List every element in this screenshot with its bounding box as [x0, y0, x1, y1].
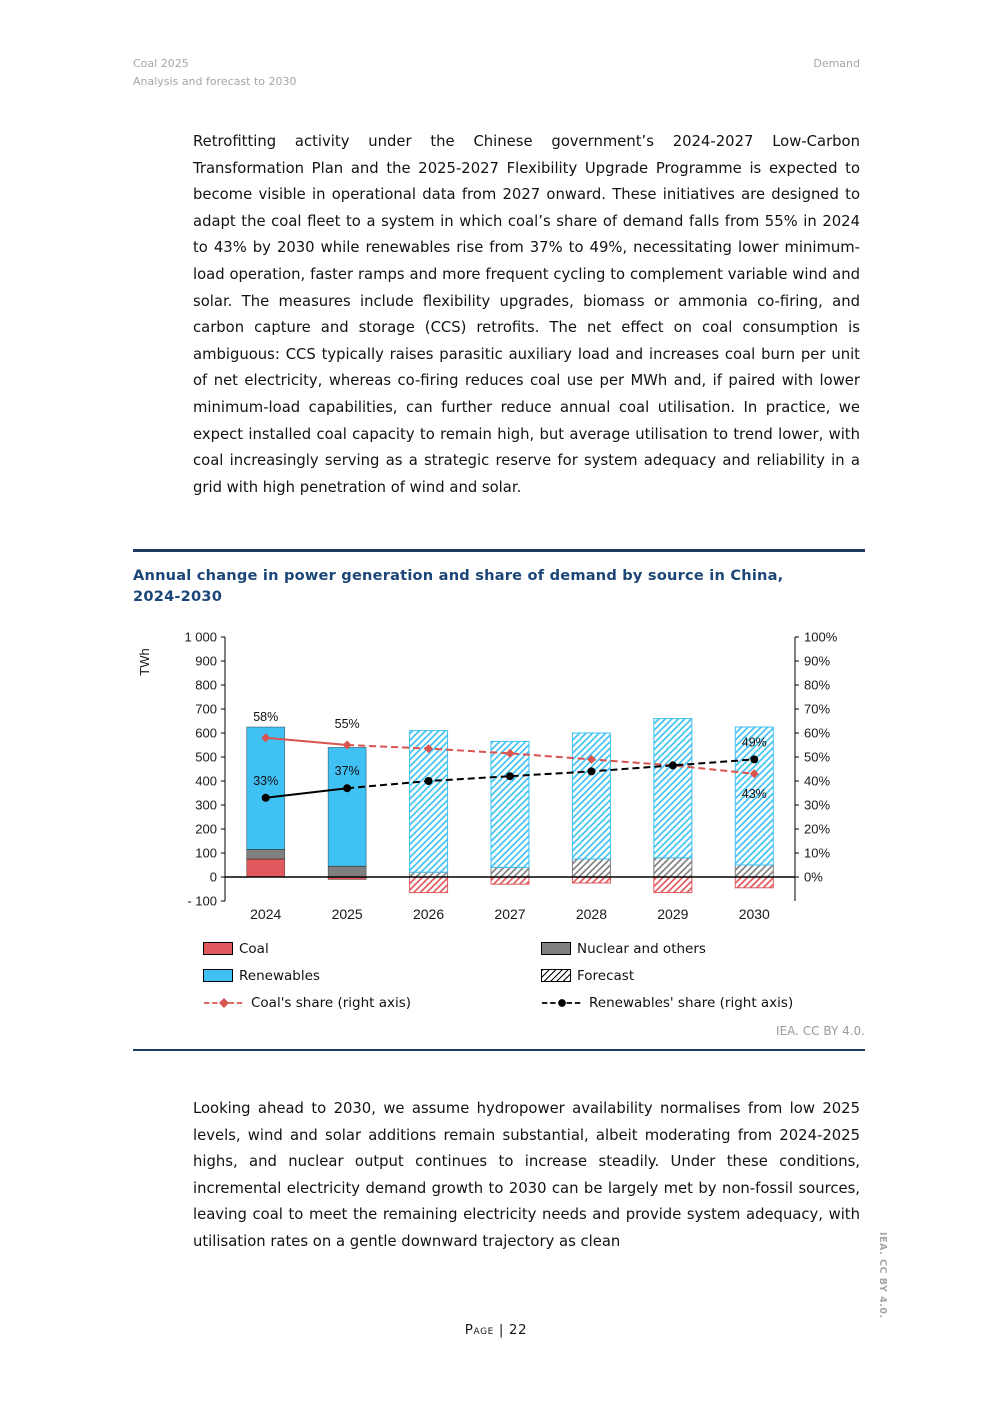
svg-text:900: 900 [195, 653, 217, 668]
svg-text:100: 100 [195, 845, 217, 860]
figure-block: Annual change in power generation and sh… [133, 549, 865, 1051]
svg-text:43%: 43% [742, 786, 767, 800]
svg-text:20%: 20% [804, 821, 830, 836]
legend-item-renewables-share: Renewables' share (right axis) [541, 995, 865, 1011]
legend-item-forecast: Forecast [541, 968, 865, 984]
legend-label-coal: Coal [239, 940, 269, 957]
svg-text:2028: 2028 [576, 906, 607, 922]
legend-item-coal: Coal [203, 941, 541, 957]
svg-text:2025: 2025 [332, 906, 363, 922]
svg-text:2030: 2030 [739, 906, 770, 922]
chapter-label: Demand [813, 57, 860, 70]
svg-text:37%: 37% [335, 764, 360, 778]
svg-text:0: 0 [210, 869, 217, 884]
svg-text:55%: 55% [335, 717, 360, 731]
svg-text:100%: 100% [804, 629, 838, 644]
figure-credit: IEA. CC BY 4.0. [776, 1023, 865, 1038]
svg-text:- 100: - 100 [187, 893, 217, 908]
svg-text:80%: 80% [804, 677, 830, 692]
header-left: Coal 2025 Analysis and forecast to 2030 [133, 55, 297, 91]
svg-text:2029: 2029 [657, 906, 688, 922]
svg-text:2026: 2026 [413, 906, 444, 922]
legend-item-nuclear: Nuclear and others [541, 941, 865, 957]
figure-title-line1: Annual change in power generation and sh… [133, 566, 784, 584]
svg-text:300: 300 [195, 797, 217, 812]
paragraph-outlook: Looking ahead to 2030, we assume hydropo… [193, 1100, 860, 1250]
svg-text:800: 800 [195, 677, 217, 692]
svg-text:58%: 58% [253, 709, 278, 723]
legend-label-forecast: Forecast [577, 967, 635, 984]
svg-text:40%: 40% [804, 773, 830, 788]
figure-bottom-rule [133, 1048, 865, 1051]
nuclear-swatch [541, 942, 571, 955]
svg-text:2024: 2024 [250, 906, 281, 922]
svg-text:500: 500 [195, 749, 217, 764]
legend-label-renewables: Renewables [239, 967, 320, 984]
svg-text:10%: 10% [804, 845, 830, 860]
legend-label-coal-share: Coal's share (right axis) [251, 994, 412, 1011]
svg-text:TWh: TWh [137, 648, 152, 675]
report-title: Coal 2025 [133, 57, 189, 70]
figure-title-line2: 2024-2030 [133, 587, 223, 605]
svg-text:0%: 0% [804, 869, 823, 884]
legend-label-renewables-share: Renewables' share (right axis) [589, 994, 794, 1011]
svg-text:600: 600 [195, 725, 217, 740]
svg-text:700: 700 [195, 701, 217, 716]
coal-share-line-swatch [203, 997, 245, 1008]
svg-text:90%: 90% [804, 653, 830, 668]
forecast-hatch-swatch [541, 969, 571, 982]
page-header: Coal 2025 Analysis and forecast to 2030 … [133, 55, 860, 91]
renewables-swatch [203, 969, 233, 982]
svg-text:49%: 49% [742, 735, 767, 749]
renewables-share-line-swatch [541, 998, 583, 1007]
svg-text:50%: 50% [804, 749, 830, 764]
chart-legend: Coal Nuclear and others Renewables Forec… [203, 941, 865, 1011]
svg-text:400: 400 [195, 773, 217, 788]
legend-item-coal-share: Coal's share (right axis) [203, 995, 541, 1011]
svg-text:2027: 2027 [494, 906, 525, 922]
figure-top-rule [133, 549, 865, 552]
svg-text:70%: 70% [804, 701, 830, 716]
legend-item-renewables: Renewables [203, 968, 541, 984]
svg-text:60%: 60% [804, 725, 830, 740]
coal-swatch [203, 942, 233, 955]
svg-text:200: 200 [195, 821, 217, 836]
report-subtitle: Analysis and forecast to 2030 [133, 75, 297, 88]
figure-title: Annual change in power generation and sh… [133, 552, 865, 607]
paragraph-retrofitting: Retrofitting activity under the Chinese … [193, 133, 860, 496]
legend-label-nuclear: Nuclear and others [577, 940, 706, 957]
svg-text:30%: 30% [804, 797, 830, 812]
svg-text:33%: 33% [253, 773, 278, 787]
page-number: Page | 22 [464, 1322, 528, 1338]
side-license-text: IEA. CC BY 4.0. [877, 1232, 888, 1319]
svg-text:1 000: 1 000 [184, 629, 217, 644]
